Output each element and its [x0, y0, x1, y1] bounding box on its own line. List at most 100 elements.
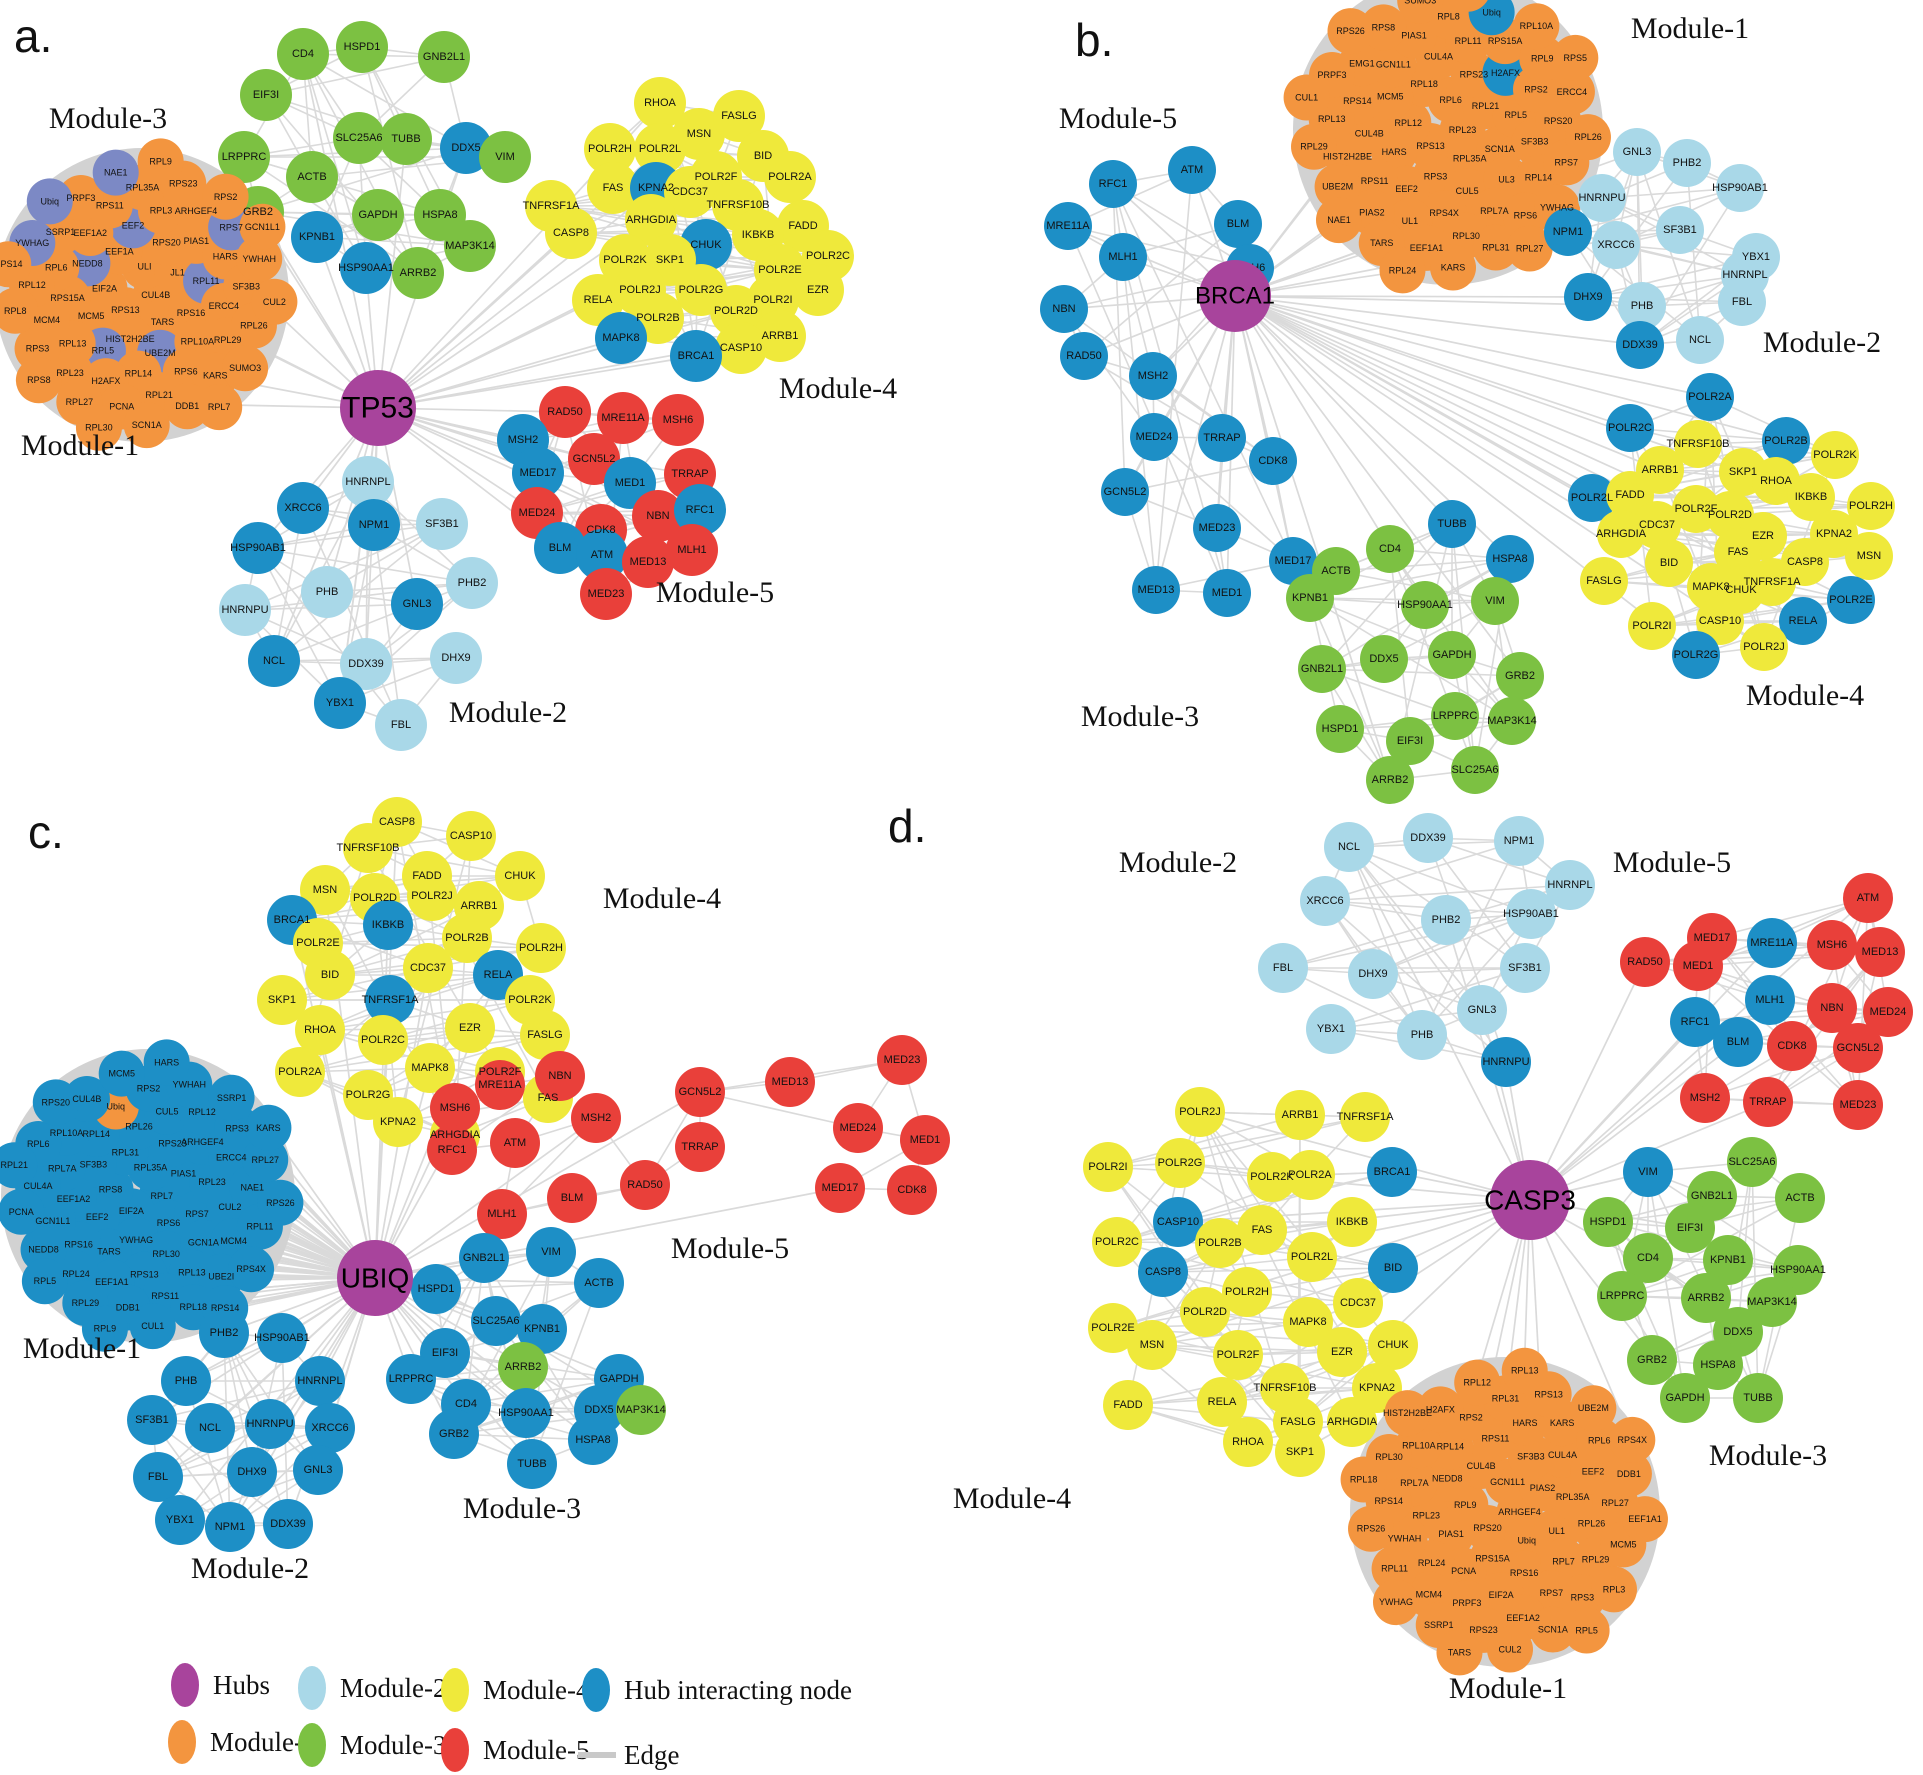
node-GCN5L2[interactable] — [675, 1067, 725, 1117]
node-SCN1A[interactable] — [123, 402, 170, 449]
node-RFC1[interactable] — [427, 1125, 477, 1175]
node-CDC37[interactable] — [1633, 501, 1681, 549]
node-EIF3I[interactable] — [240, 69, 292, 121]
node-RPL18[interactable] — [1340, 1456, 1387, 1503]
node-RPL26[interactable] — [1564, 114, 1611, 161]
node-HSP90AB1[interactable] — [232, 522, 284, 574]
node-SUMO3[interactable] — [1397, 0, 1444, 24]
node-ERCC4[interactable] — [1548, 68, 1595, 115]
node-TUBB[interactable] — [1733, 1373, 1783, 1423]
node-MAP3K14[interactable] — [616, 1385, 666, 1435]
node-RPL27[interactable] — [1506, 225, 1553, 272]
node-RPL10A[interactable] — [1513, 3, 1560, 50]
node-HSP90AB1[interactable] — [1506, 889, 1556, 939]
node-HSP90AA1[interactable] — [340, 242, 392, 294]
node-MED1[interactable] — [1673, 941, 1723, 991]
node-PHB[interactable] — [1397, 1010, 1447, 1060]
node-ARHGDIA[interactable] — [1597, 510, 1645, 558]
node-RELA[interactable] — [1779, 597, 1827, 645]
node-GAPDH[interactable] — [352, 189, 404, 241]
node-HNRNPU[interactable] — [1578, 174, 1626, 222]
node-BLM[interactable] — [1214, 200, 1262, 248]
node-YBX1[interactable] — [1306, 1004, 1356, 1054]
node-RPL24[interactable] — [1379, 247, 1426, 294]
node-MRE11A[interactable] — [475, 1060, 525, 1110]
node-ATM[interactable] — [576, 529, 628, 581]
node-MLH1[interactable] — [1099, 233, 1147, 281]
node-RPL8[interactable] — [0, 287, 39, 334]
node-RPL12[interactable] — [1454, 1359, 1501, 1406]
node-NBN[interactable] — [1807, 983, 1857, 1033]
node-CDK8[interactable] — [1767, 1021, 1817, 1071]
node-GNL3[interactable] — [1457, 985, 1507, 1035]
node-HSP90AB1[interactable] — [257, 1313, 307, 1363]
node-MSH6[interactable] — [1807, 920, 1857, 970]
node-RPL3[interactable] — [1591, 1566, 1638, 1613]
node-PHB[interactable] — [301, 566, 353, 618]
node-ATM[interactable] — [1168, 146, 1216, 194]
node-RFC1[interactable] — [1089, 160, 1137, 208]
node-TNFRSF1A[interactable] — [1340, 1092, 1390, 1142]
node-MSN[interactable] — [1845, 532, 1893, 580]
node-DDX5[interactable] — [1360, 635, 1408, 683]
node-MRE11A[interactable] — [597, 392, 649, 444]
node-EIF3I[interactable] — [420, 1328, 470, 1378]
node-KARS[interactable] — [1430, 244, 1477, 291]
node-FBL[interactable] — [133, 1452, 183, 1502]
node-TNFRSF10B[interactable] — [1674, 420, 1722, 468]
node-GRB2[interactable] — [429, 1409, 479, 1459]
node-POLR2L[interactable] — [634, 123, 686, 175]
node-MLH1[interactable] — [666, 524, 718, 576]
node-RELA[interactable] — [1197, 1377, 1247, 1427]
node-MSN[interactable] — [1127, 1320, 1177, 1370]
node-FASLG[interactable] — [1580, 557, 1628, 605]
node-POLR2B[interactable] — [1195, 1218, 1245, 1268]
node-MED23[interactable] — [877, 1035, 927, 1085]
node-GRB2[interactable] — [1496, 652, 1544, 700]
node-POLR2C[interactable] — [358, 1015, 408, 1065]
node-KPNB1[interactable] — [1703, 1235, 1753, 1285]
node-ATM[interactable] — [1843, 873, 1893, 923]
node-RPS26[interactable] — [257, 1179, 304, 1226]
node-DDB1[interactable] — [1445, 0, 1491, 12]
node-GNL3[interactable] — [391, 578, 443, 630]
node-POLR2C[interactable] — [1606, 404, 1654, 452]
node-RPL9[interactable] — [137, 138, 184, 185]
node-EEF1A1[interactable] — [1621, 1496, 1668, 1543]
node-POLR2G[interactable] — [1672, 631, 1720, 679]
node-RAD50[interactable] — [620, 1160, 670, 1210]
node-UBE2M[interactable] — [1314, 163, 1361, 210]
node-TRRAP[interactable] — [1743, 1077, 1793, 1127]
node-FBL[interactable] — [1258, 943, 1308, 993]
node-YBX1[interactable] — [155, 1495, 205, 1545]
node-POLR2F[interactable] — [1213, 1330, 1263, 1380]
node-HIST2H2BE[interactable] — [1384, 1390, 1431, 1437]
node-ARRB1[interactable] — [754, 310, 806, 362]
node-ARHGDIA[interactable] — [625, 194, 677, 246]
node-RPL31[interactable] — [1472, 224, 1519, 271]
node-RPS26[interactable] — [1327, 8, 1374, 55]
node-RPS2[interactable] — [202, 173, 249, 220]
node-GNB2L1[interactable] — [1298, 645, 1346, 693]
node-SKP1[interactable] — [1275, 1427, 1325, 1477]
node-MSH2[interactable] — [1129, 352, 1177, 400]
node-HNRNPU[interactable] — [219, 584, 271, 636]
node-NPM1[interactable] — [1544, 208, 1592, 256]
node-HNRNPU[interactable] — [245, 1399, 295, 1449]
node-HSPA8[interactable] — [1693, 1340, 1743, 1390]
node-DDX5[interactable] — [440, 122, 492, 174]
node-PHB2[interactable] — [199, 1308, 249, 1358]
node-CDK8[interactable] — [1249, 437, 1297, 485]
node-KARS[interactable] — [245, 1104, 292, 1151]
node-RPL7[interactable] — [196, 384, 243, 431]
node-CDC37[interactable] — [403, 943, 453, 993]
node-RPS20[interactable] — [32, 1079, 79, 1126]
node-POLR2J[interactable] — [1740, 623, 1788, 671]
node-POLR2H[interactable] — [1847, 482, 1895, 530]
node-CDC37[interactable] — [664, 166, 716, 218]
node-MCM5[interactable] — [98, 1050, 145, 1097]
node-GCN5L2[interactable] — [1833, 1023, 1883, 1073]
node-POLR2K[interactable] — [1811, 431, 1859, 479]
node-CASP10[interactable] — [1696, 597, 1744, 645]
node-MAP3K14[interactable] — [444, 220, 496, 272]
